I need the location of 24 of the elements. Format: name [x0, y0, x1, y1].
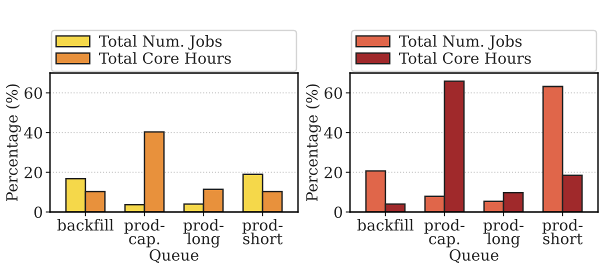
- y-tick-label: 40: [324, 127, 342, 139]
- y-tick-label: 0: [334, 206, 342, 218]
- x-tick-label: prod- long: [183, 218, 224, 248]
- y-tick-label: 20: [324, 166, 342, 178]
- y-tick-label: 40: [24, 127, 42, 139]
- x-tick-label: backfill: [57, 218, 114, 231]
- x-axis-title: Queue: [150, 249, 198, 264]
- x-tick-label: prod- short: [242, 218, 283, 244]
- legend-label: Total Core Hours: [399, 52, 531, 64]
- y-tick-label: 20: [24, 166, 42, 178]
- x-tick-label: prod- long: [483, 218, 524, 248]
- x-tick-label: backfill: [357, 218, 414, 231]
- x-tick-label: prod- cap.: [124, 218, 164, 248]
- y-axis-title: Percentage (%): [306, 84, 321, 202]
- legend-label: Total Core Hours: [99, 52, 231, 64]
- y-tick-label: 60: [324, 87, 342, 99]
- legend-label: Total Num. Jobs: [399, 35, 522, 50]
- x-tick-label: prod- short: [542, 218, 583, 244]
- x-tick-label: prod- cap.: [424, 218, 464, 248]
- y-tick-label: 60: [24, 87, 42, 99]
- x-axis-title: Queue: [450, 249, 498, 264]
- y-axis-title: Percentage (%): [6, 84, 21, 202]
- legend-label: Total Num. Jobs: [99, 35, 222, 50]
- y-tick-label: 0: [34, 206, 42, 218]
